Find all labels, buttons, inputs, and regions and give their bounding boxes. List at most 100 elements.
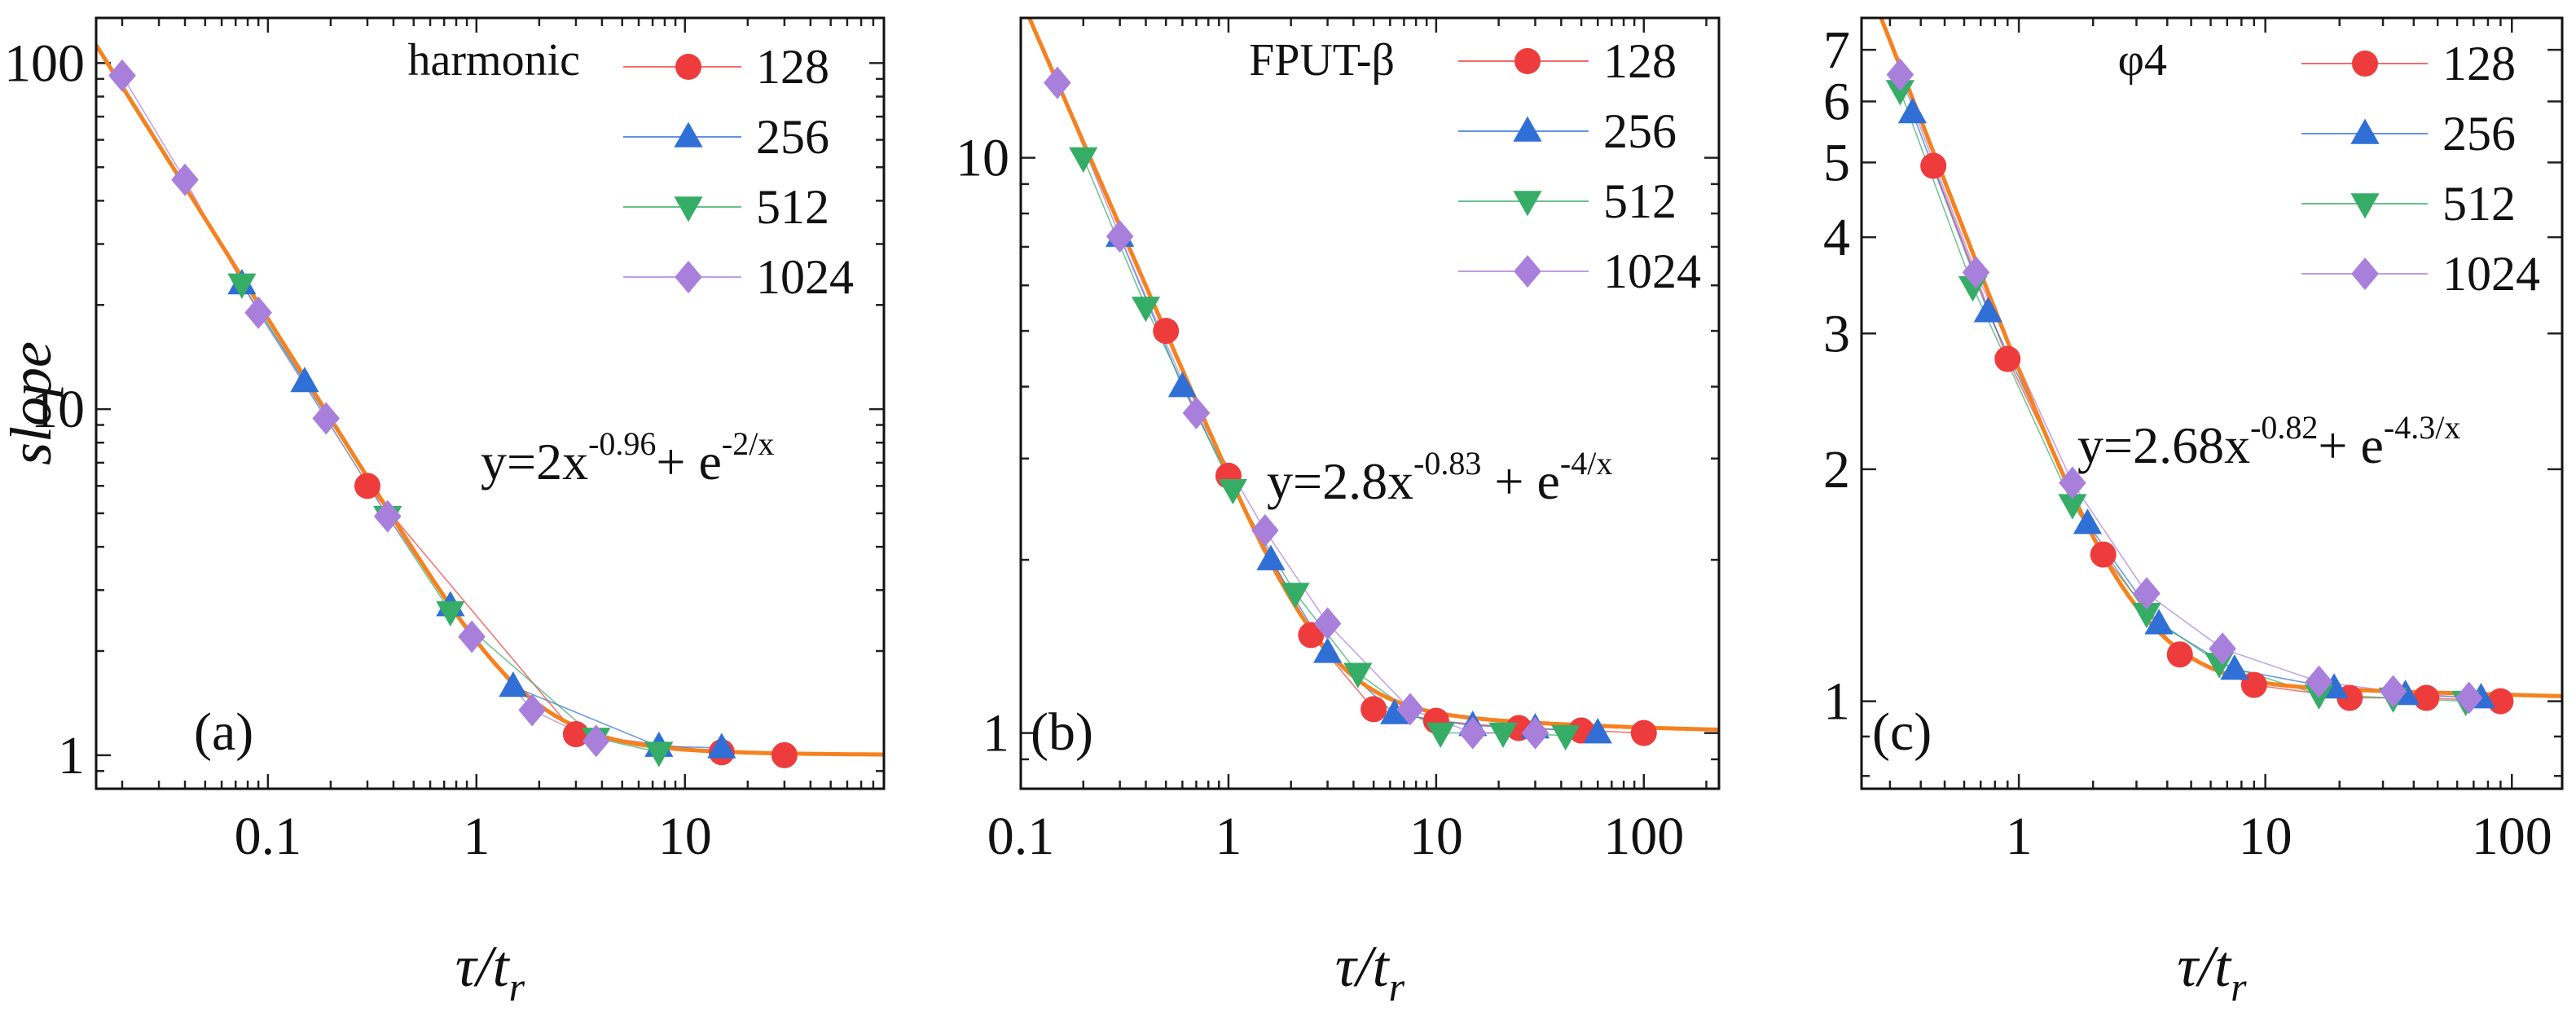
plot-area [1879, 18, 2562, 717]
data-point-128 [2413, 684, 2440, 711]
series-line-512 [1899, 90, 2466, 702]
data-point-256 [1167, 372, 1197, 398]
fit-equation: y=2.68x-0.82+ e-4.3/x [2077, 409, 2460, 474]
series-line-256 [1911, 112, 2481, 699]
data-point-512 [227, 273, 257, 299]
data-point-1024 [1886, 58, 1914, 91]
data-point-128 [2166, 641, 2193, 668]
y-tick-label: 1 [1823, 672, 1850, 732]
legend-label-512: 512 [756, 180, 829, 234]
panel-c: 1 10 100 1 2 3 4 567 φ4 128 256 512 1024 y=2.68x-0.82… [1823, 16, 2564, 1010]
series-line-1024 [121, 75, 597, 742]
model-name: φ4 [2118, 35, 2167, 86]
x-tick-label: 100 [1603, 807, 1684, 866]
legend-marker-1024 [675, 261, 702, 293]
x-tick-label: 10 [658, 807, 712, 866]
panel-a: 0.1 1 10 1 10 100 harmonic 128 256 512 1024 y=2x-0.… [4, 16, 886, 1010]
legend-label-128: 128 [756, 40, 829, 94]
legend-label-128: 128 [1603, 34, 1677, 88]
x-tick-label: 0.1 [987, 807, 1055, 866]
legend-marker-256 [1513, 116, 1542, 142]
data-point-512 [1488, 722, 1518, 748]
data-point-128 [2487, 688, 2514, 715]
fit-curve [96, 43, 884, 757]
x-tick-label: 10 [2239, 807, 2292, 866]
y-tick-label: 100 [4, 33, 85, 93]
y-tick-label: 1 [982, 704, 1009, 763]
data-point-128 [354, 473, 380, 499]
data-point-1024 [2305, 665, 2333, 698]
fit-curve [1026, 18, 1719, 732]
panel-b: 0.1 1 10 100 1 10 FPUT-β 128 256 512 1024 y=2.8x-0.… [956, 16, 1721, 1010]
data-point-256 [1312, 637, 1343, 663]
y-axis-label: slope [0, 341, 64, 465]
legend-label-1024: 1024 [1603, 244, 1701, 298]
model-name: FPUT-β [1249, 35, 1395, 86]
legend-marker-256 [2350, 118, 2380, 144]
data-point-256 [290, 367, 319, 393]
x-tick-label: 1 [463, 807, 490, 866]
data-point-512 [1281, 583, 1310, 609]
x-tick-label: 1 [2006, 807, 2033, 866]
data-point-1024 [2059, 466, 2086, 499]
series-line-256 [241, 284, 722, 749]
data-point-256 [1897, 98, 1928, 124]
legend-label-256: 256 [1603, 104, 1677, 158]
data-point-256 [1256, 544, 1286, 570]
data-point-256 [2073, 508, 2103, 535]
y-tick-label: 1 [58, 726, 85, 785]
series-line-512 [241, 284, 659, 753]
legend-label-512: 512 [1603, 174, 1677, 228]
data-point-256 [1583, 718, 1612, 744]
data-point-512 [2132, 603, 2161, 629]
data-point-512 [1551, 724, 1580, 751]
x-axis-label: τ/tr [1335, 934, 1405, 1010]
data-point-128 [1630, 719, 1657, 746]
data-point-128 [771, 741, 798, 768]
data-point-1024 [2133, 577, 2161, 610]
x-axis-label: τ/tr [455, 934, 525, 1010]
legend-label-128: 128 [2442, 37, 2516, 90]
data-point-1024 [1044, 66, 1071, 99]
fit-equation: y=2x-0.96+ e-2/x [481, 425, 774, 491]
data-point-128 [1153, 318, 1180, 345]
data-point-512 [1218, 478, 1247, 505]
legend-marker-1024 [1514, 255, 1541, 288]
data-point-1024 [1251, 513, 1279, 547]
y-tick-label: 5 [1823, 133, 1850, 192]
data-point-256 [499, 671, 528, 697]
panel-label: (a) [194, 702, 253, 762]
y-tick-label: 4 [1823, 208, 1850, 267]
data-point-1024 [171, 163, 199, 196]
data-point-1024 [1458, 716, 1487, 750]
data-point-1024 [458, 620, 486, 653]
series-line-128 [367, 485, 785, 756]
x-tick-label: 10 [1409, 807, 1463, 866]
data-point-1024 [2209, 632, 2236, 666]
data-point-256 [707, 733, 736, 759]
series-line-128 [1165, 330, 1644, 734]
legend-marker-512 [1513, 191, 1542, 217]
axes-frame [1019, 16, 1721, 790]
legend-marker-512 [2350, 193, 2380, 219]
y-tick-label: 2 [1823, 440, 1850, 499]
data-point-128 [2090, 541, 2117, 568]
data-point-512 [1131, 297, 1161, 323]
data-point-512 [1343, 662, 1373, 689]
plot-area [1026, 18, 1719, 751]
panel-label: (c) [1872, 702, 1932, 762]
fit-curve [1879, 18, 2562, 698]
data-point-128 [1994, 345, 2021, 372]
data-point-128 [1298, 622, 1325, 649]
data-point-1024 [1521, 716, 1550, 750]
legend-label-512: 512 [2442, 177, 2516, 231]
data-point-256 [1973, 297, 2002, 323]
data-point-1024 [1396, 693, 1424, 726]
y-tick-label: 6 [1823, 72, 1850, 131]
axes-frame [1860, 16, 2564, 790]
legend-marker-256 [674, 121, 703, 147]
data-point-512 [1426, 722, 1455, 748]
legend-label-1024: 1024 [2442, 247, 2540, 301]
legend-marker-128 [675, 54, 701, 80]
data-point-1024 [2455, 681, 2483, 715]
